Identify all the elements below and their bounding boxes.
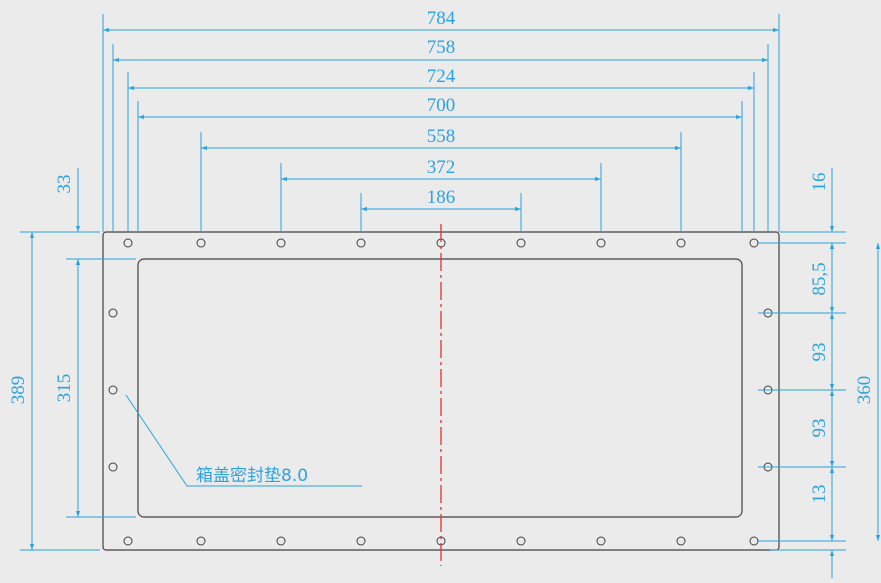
left-dimension-texts: 33 315 389 [8,175,75,405]
bolt-hole [596,536,606,546]
dim-text-315: 315 [54,374,75,403]
dim-text-360: 360 [854,376,875,405]
dim-text-186: 186 [427,187,456,208]
dim-text-389: 389 [8,376,29,405]
bolt-hole [108,462,118,472]
inner-cutout [137,258,743,518]
note-text: 箱盖密封垫8.0 [196,466,308,486]
note-leader-line [125,394,362,487]
right-dimension-texts: 16 85,5 93 93 13 360 [809,173,875,504]
dim-text-558: 558 [427,126,456,147]
dim-text-33: 33 [54,175,75,194]
dim-text-93-lower: 93 [809,419,830,438]
bolt-hole [196,536,206,546]
dim-text-724: 724 [427,66,456,87]
dim-text-758: 758 [427,37,456,58]
bolt-hole [676,536,686,546]
bolt-hole [108,385,118,395]
bolt-hole [516,536,526,546]
dim-text-372: 372 [427,157,456,178]
bolt-hole [123,238,133,248]
dim-text-13: 13 [809,485,830,504]
bolt-hole [123,536,133,546]
dim-text-784: 784 [427,8,456,29]
horizontal-dimension-texts: 784 758 724 700 558 372 186 [427,8,456,208]
gasket-note: 箱盖密封垫8.0 [125,394,362,487]
dim-text-16: 16 [809,173,830,192]
bolt-hole [108,308,118,318]
dim-text-93-upper: 93 [809,343,830,362]
bolt-hole [356,536,366,546]
dimension-lines [20,14,881,578]
dim-text-700: 700 [427,95,456,116]
bolt-hole [516,238,526,248]
bolt-hole [596,238,606,248]
bolt-hole [356,238,366,248]
dim-text-85-5: 85,5 [809,262,830,295]
bolt-hole [749,238,759,248]
bolt-hole [676,238,686,248]
bolt-hole [196,238,206,248]
bolt-hole [276,238,286,248]
bolt-hole [276,536,286,546]
bolt-hole [749,536,759,546]
